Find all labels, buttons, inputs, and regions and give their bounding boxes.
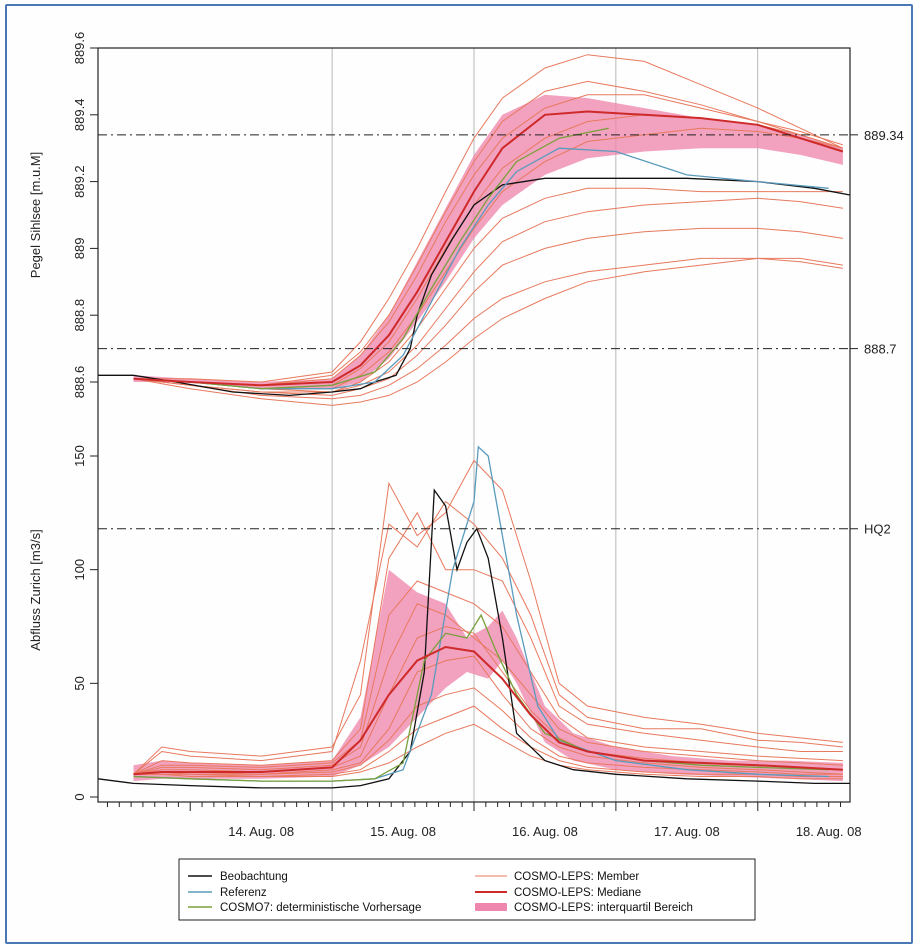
member-line bbox=[133, 94, 844, 386]
legend-swatch bbox=[475, 903, 507, 911]
y-tick-label: 150 bbox=[72, 445, 87, 467]
legend-box bbox=[178, 858, 756, 921]
legend-label: COSMO-LEPS: Mediane bbox=[514, 887, 641, 899]
member-line bbox=[133, 187, 843, 393]
legend-label: COSMO-LEPS: interquartil Bereich bbox=[514, 902, 693, 914]
member-line bbox=[133, 197, 843, 393]
member-line bbox=[133, 723, 843, 780]
x-tick-label: 14. Aug. 08 bbox=[228, 824, 294, 839]
series-line bbox=[97, 488, 850, 789]
y-tick-label: 50 bbox=[72, 676, 87, 690]
y-tick-label: 888.6 bbox=[72, 366, 87, 399]
member-line bbox=[133, 603, 843, 775]
reference-label: 888.7 bbox=[864, 342, 897, 357]
series-line bbox=[133, 110, 844, 387]
y-axis-label: Abfluss Zurich [m3/s] bbox=[28, 529, 43, 650]
member-line bbox=[133, 459, 843, 775]
member-line bbox=[133, 54, 844, 383]
y-tick-label: 889 bbox=[72, 238, 87, 260]
reference-label: 889.34 bbox=[864, 128, 904, 143]
y-tick-label: 889.2 bbox=[72, 165, 87, 198]
member-line bbox=[133, 257, 843, 400]
legend-label: COSMO-LEPS: Member bbox=[514, 871, 639, 883]
y-tick-label: 889.6 bbox=[72, 32, 87, 65]
series-line bbox=[98, 177, 851, 397]
legend-label: Referenz bbox=[220, 887, 267, 899]
y-axis-label: Pegel Sihlsee [m.u.M] bbox=[28, 152, 43, 278]
figure-frame bbox=[5, 4, 913, 944]
member-line bbox=[133, 257, 843, 406]
member-line bbox=[133, 511, 843, 775]
member-line bbox=[133, 687, 843, 775]
series-line bbox=[133, 147, 829, 390]
legend-label: COSMO7: deterministische Vorhersage bbox=[220, 902, 421, 914]
y-tick-label: 100 bbox=[72, 559, 87, 581]
x-tick-label: 15. Aug. 08 bbox=[370, 824, 436, 839]
y-tick-label: 888.8 bbox=[72, 299, 87, 332]
x-tick-label: 17. Aug. 08 bbox=[654, 824, 720, 839]
member-line bbox=[133, 500, 843, 775]
member-line bbox=[133, 227, 843, 396]
x-tick-label: 16. Aug. 08 bbox=[512, 824, 578, 839]
y-tick-label: 889.4 bbox=[72, 99, 87, 132]
legend-label: Beobachtung bbox=[220, 871, 288, 883]
x-tick-label: 18. Aug. 08 bbox=[796, 824, 862, 839]
series-line bbox=[133, 127, 609, 390]
legend: Beobachtung Referenz COSMO7: deterministis… bbox=[178, 858, 756, 921]
reference-label: HQ2 bbox=[864, 522, 891, 537]
interquartile-band bbox=[133, 94, 843, 389]
member-line bbox=[133, 80, 844, 386]
y-tick-label: 0 bbox=[72, 793, 87, 800]
series-line bbox=[133, 645, 843, 776]
member-line bbox=[133, 580, 843, 775]
